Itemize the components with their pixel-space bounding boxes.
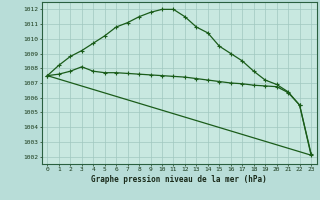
X-axis label: Graphe pression niveau de la mer (hPa): Graphe pression niveau de la mer (hPa)	[91, 175, 267, 184]
